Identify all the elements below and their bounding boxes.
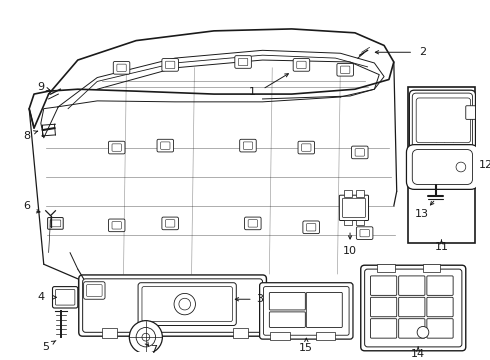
FancyBboxPatch shape [412,149,472,185]
FancyBboxPatch shape [50,220,61,227]
FancyBboxPatch shape [361,265,466,351]
FancyBboxPatch shape [138,283,236,325]
Bar [270,332,290,340]
Circle shape [174,293,196,315]
FancyBboxPatch shape [108,219,125,232]
Bar [408,87,474,243]
Circle shape [142,333,150,341]
Circle shape [136,328,156,347]
FancyBboxPatch shape [360,229,369,237]
FancyBboxPatch shape [466,106,475,120]
FancyBboxPatch shape [416,98,470,143]
Circle shape [456,162,466,172]
FancyBboxPatch shape [166,61,175,69]
FancyBboxPatch shape [306,224,316,231]
Bar [356,190,364,197]
Text: 2: 2 [419,47,426,57]
Text: 12: 12 [479,160,490,170]
FancyBboxPatch shape [117,64,126,72]
FancyBboxPatch shape [302,144,311,151]
Bar [423,264,441,272]
Circle shape [129,321,162,354]
FancyBboxPatch shape [340,195,368,220]
Bar [316,332,336,340]
FancyBboxPatch shape [412,93,472,148]
FancyBboxPatch shape [356,227,373,239]
FancyBboxPatch shape [55,289,75,305]
FancyBboxPatch shape [162,217,178,230]
FancyBboxPatch shape [248,220,257,227]
Text: 1: 1 [249,87,256,97]
Bar [344,220,352,225]
FancyBboxPatch shape [370,276,397,295]
Bar [356,220,364,225]
FancyBboxPatch shape [87,285,102,296]
FancyBboxPatch shape [244,142,253,149]
FancyBboxPatch shape [298,141,315,154]
FancyBboxPatch shape [112,222,122,229]
FancyBboxPatch shape [337,63,353,76]
FancyBboxPatch shape [157,139,173,152]
FancyBboxPatch shape [343,198,366,217]
Text: 3: 3 [256,294,263,304]
FancyBboxPatch shape [270,292,305,310]
FancyBboxPatch shape [306,292,343,328]
FancyBboxPatch shape [427,297,453,317]
FancyBboxPatch shape [270,312,305,328]
Text: 13: 13 [415,209,429,219]
Text: 8: 8 [24,131,31,141]
Bar [344,190,352,197]
FancyBboxPatch shape [409,90,475,150]
Circle shape [417,327,429,338]
FancyBboxPatch shape [297,61,306,69]
FancyBboxPatch shape [427,276,453,295]
FancyBboxPatch shape [113,62,130,74]
FancyBboxPatch shape [235,56,251,68]
FancyBboxPatch shape [112,144,122,151]
Text: 4: 4 [37,292,45,302]
FancyBboxPatch shape [341,66,350,73]
FancyBboxPatch shape [161,142,170,149]
FancyBboxPatch shape [427,319,453,338]
FancyBboxPatch shape [142,287,232,321]
FancyBboxPatch shape [108,141,125,154]
Text: 11: 11 [435,242,448,252]
FancyBboxPatch shape [52,287,78,308]
FancyBboxPatch shape [239,58,248,66]
Text: 10: 10 [343,246,357,256]
FancyBboxPatch shape [162,59,178,71]
FancyBboxPatch shape [399,297,425,317]
FancyBboxPatch shape [83,279,263,332]
FancyBboxPatch shape [399,276,425,295]
FancyBboxPatch shape [240,139,256,152]
FancyBboxPatch shape [84,282,105,299]
FancyBboxPatch shape [48,217,63,229]
FancyBboxPatch shape [351,146,368,159]
Text: 15: 15 [299,343,313,353]
FancyBboxPatch shape [260,283,353,339]
FancyBboxPatch shape [79,275,267,336]
FancyBboxPatch shape [264,287,349,335]
Bar [102,328,117,338]
FancyBboxPatch shape [355,149,365,156]
FancyBboxPatch shape [370,297,397,317]
Circle shape [179,298,191,310]
FancyBboxPatch shape [370,319,397,338]
Text: 9: 9 [37,82,45,92]
Text: 14: 14 [411,349,425,359]
Bar [377,264,395,272]
FancyBboxPatch shape [245,217,261,230]
FancyBboxPatch shape [166,220,175,227]
FancyBboxPatch shape [303,221,319,234]
Text: 7: 7 [150,345,157,355]
Text: 6: 6 [24,201,31,211]
FancyBboxPatch shape [399,319,425,338]
Bar [233,328,248,338]
FancyBboxPatch shape [293,59,310,71]
FancyBboxPatch shape [365,269,462,347]
Text: 5: 5 [42,342,49,352]
FancyBboxPatch shape [406,145,478,189]
